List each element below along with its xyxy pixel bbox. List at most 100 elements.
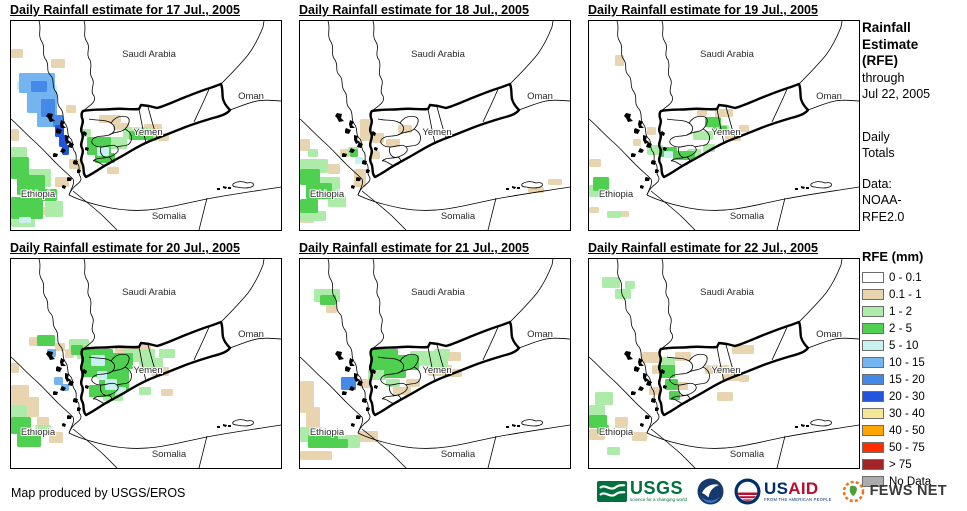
map-terrain-mark (362, 398, 367, 403)
map-terrain-mark (646, 380, 652, 386)
map-boundary-line (509, 21, 554, 85)
map-terrain-mark (634, 366, 640, 372)
sidebar-date: Jul 22, 2005 (862, 87, 931, 101)
map-boundary-line (518, 99, 570, 111)
rain-area-green (111, 353, 133, 369)
map-boundary-line (716, 346, 725, 382)
map-boundary-line (487, 435, 497, 468)
sidebar-title: Rainfall Estimate (RFE) (862, 20, 919, 68)
sidebar-data-label: Data: (862, 176, 892, 191)
rain-area-green (129, 131, 153, 140)
map-boundary-line (68, 424, 281, 449)
map-terrain-mark (643, 373, 649, 382)
rain-area-tan (633, 139, 641, 146)
map-boundary-line (198, 197, 208, 230)
country-label-saudi-arabia: Saudi Arabia (700, 287, 755, 298)
rain-area-tan (37, 417, 49, 426)
rain-area-light_green (45, 201, 63, 217)
rain-area-green (713, 126, 727, 134)
map-boundary-line (147, 344, 158, 376)
map-terrain-mark (795, 426, 798, 428)
rain-area-green (41, 189, 57, 201)
map-boundary-line (108, 353, 130, 374)
map-boundary-line (108, 115, 130, 136)
map-terrain-mark (806, 425, 809, 427)
panel-day6: Daily Rainfall estimate for 22 Jul., 200… (588, 241, 860, 469)
map-boundary-line (357, 186, 570, 211)
map-boundary-line (487, 197, 497, 230)
map-boundary-line (361, 428, 407, 468)
country-label-ethiopia: Ethiopia (310, 427, 345, 438)
map-boundary-line (725, 106, 736, 138)
map-terrain-mark (60, 386, 66, 391)
panel-day5: Daily Rainfall estimate for 21 Jul., 200… (299, 241, 571, 469)
map-boundary-line (38, 259, 82, 434)
map-boundary-line (68, 186, 281, 211)
rain-area-cyan (355, 157, 363, 164)
legend-item: 0 - 0.1 (862, 269, 964, 286)
map-boundary-line (798, 21, 843, 85)
legend-item: 10 - 15 (862, 354, 964, 371)
map-boundary-line (377, 356, 408, 400)
panel-day1: Daily Rainfall estimate for 17 Jul., 200… (10, 3, 282, 231)
legend-item: 1 - 2 (862, 303, 964, 320)
rain-area-cyan (91, 355, 105, 366)
panel-day2: Daily Rainfall estimate for 18 Jul., 200… (299, 3, 571, 231)
map-boundary-line (686, 353, 708, 374)
map-boundary-line (427, 346, 436, 382)
rain-area-green (320, 295, 336, 305)
rain-area-tan (326, 305, 337, 313)
rain-area-light_green (607, 211, 621, 218)
rain-area-tan (739, 125, 749, 132)
map-boundary-line (716, 108, 725, 144)
map-boundary-line (798, 259, 843, 323)
map-terrain-mark (73, 398, 78, 403)
map-terrain-mark (645, 415, 650, 419)
yemen-border-outline (79, 82, 232, 179)
legend-color-swatch (862, 391, 884, 402)
country-label-somalia: Somalia (730, 211, 765, 222)
map-boundary-line (589, 356, 652, 434)
map-terrain-mark (53, 153, 58, 157)
country-label-somalia: Somalia (152, 211, 187, 222)
map-boundary-line (116, 128, 132, 148)
fewsnet-globe-icon (842, 480, 864, 502)
rain-area-tan (589, 207, 599, 213)
country-label-saudi-arabia: Saudi Arabia (122, 49, 177, 60)
country-label-somalia: Somalia (441, 211, 476, 222)
map-terrain-mark (62, 423, 66, 427)
map-terrain-mark (651, 398, 656, 403)
rainfall-map-day2: Saudi Arabia Oman Yemen Ethiopia Somalia (299, 20, 571, 231)
rain-area-light_green (386, 379, 400, 387)
map-terrain-mark (223, 424, 227, 427)
country-label-oman: Oman (238, 329, 264, 340)
legend-range-label: 0.1 - 1 (889, 288, 922, 301)
map-terrain-mark (366, 169, 370, 173)
info-sidebar: Rainfall Estimate (RFE) through Jul 22, … (862, 20, 964, 490)
map-boundary-line (138, 346, 147, 382)
map-terrain-mark (631, 391, 636, 395)
usaid-seal-icon (734, 478, 761, 504)
legend-range-label: 10 - 15 (889, 356, 925, 369)
map-terrain-mark (349, 148, 355, 153)
rain-area-tan (358, 431, 378, 442)
legend-color-swatch (862, 306, 884, 317)
map-terrain-mark (349, 358, 355, 366)
rain-area-tan (615, 417, 628, 428)
panel-title: Daily Rainfall estimate for 17 Jul., 200… (10, 3, 240, 17)
rain-area-tan (705, 365, 729, 374)
rain-area-green (300, 199, 318, 213)
map-terrain-mark (228, 425, 231, 427)
map-boundary-line (327, 21, 371, 196)
map-terrain-mark (60, 358, 66, 366)
map-terrain-mark (354, 135, 360, 144)
rain-area-cyan (97, 147, 109, 156)
map-terrain-mark (506, 426, 509, 428)
map-terrain-mark (640, 423, 644, 427)
rain-area-tan (642, 352, 660, 363)
map-boundary-line (771, 326, 788, 361)
map-terrain-mark (372, 131, 376, 136)
rain-area-light_green (625, 281, 635, 289)
map-boundary-line (509, 259, 554, 323)
fewsnet-logo: FEWS NET (842, 480, 947, 503)
